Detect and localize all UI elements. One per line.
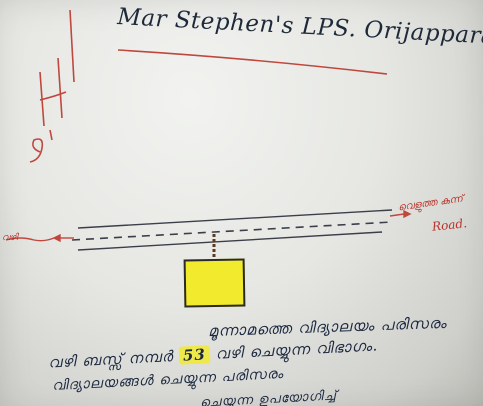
route-number-badge: 53 [178, 345, 211, 365]
road-arrows [52, 209, 412, 243]
road-bottom-edge [77, 231, 383, 251]
road [71, 209, 393, 251]
road-center-dashes [71, 221, 393, 241]
school-building-marker [183, 258, 246, 308]
arrow-right [389, 213, 405, 217]
heading-underline [117, 49, 388, 75]
north-south-marker [29, 9, 75, 163]
left-red-scribble [5, 237, 55, 242]
road-top-edge [77, 209, 393, 229]
road-label-left: വഴി [2, 233, 18, 243]
